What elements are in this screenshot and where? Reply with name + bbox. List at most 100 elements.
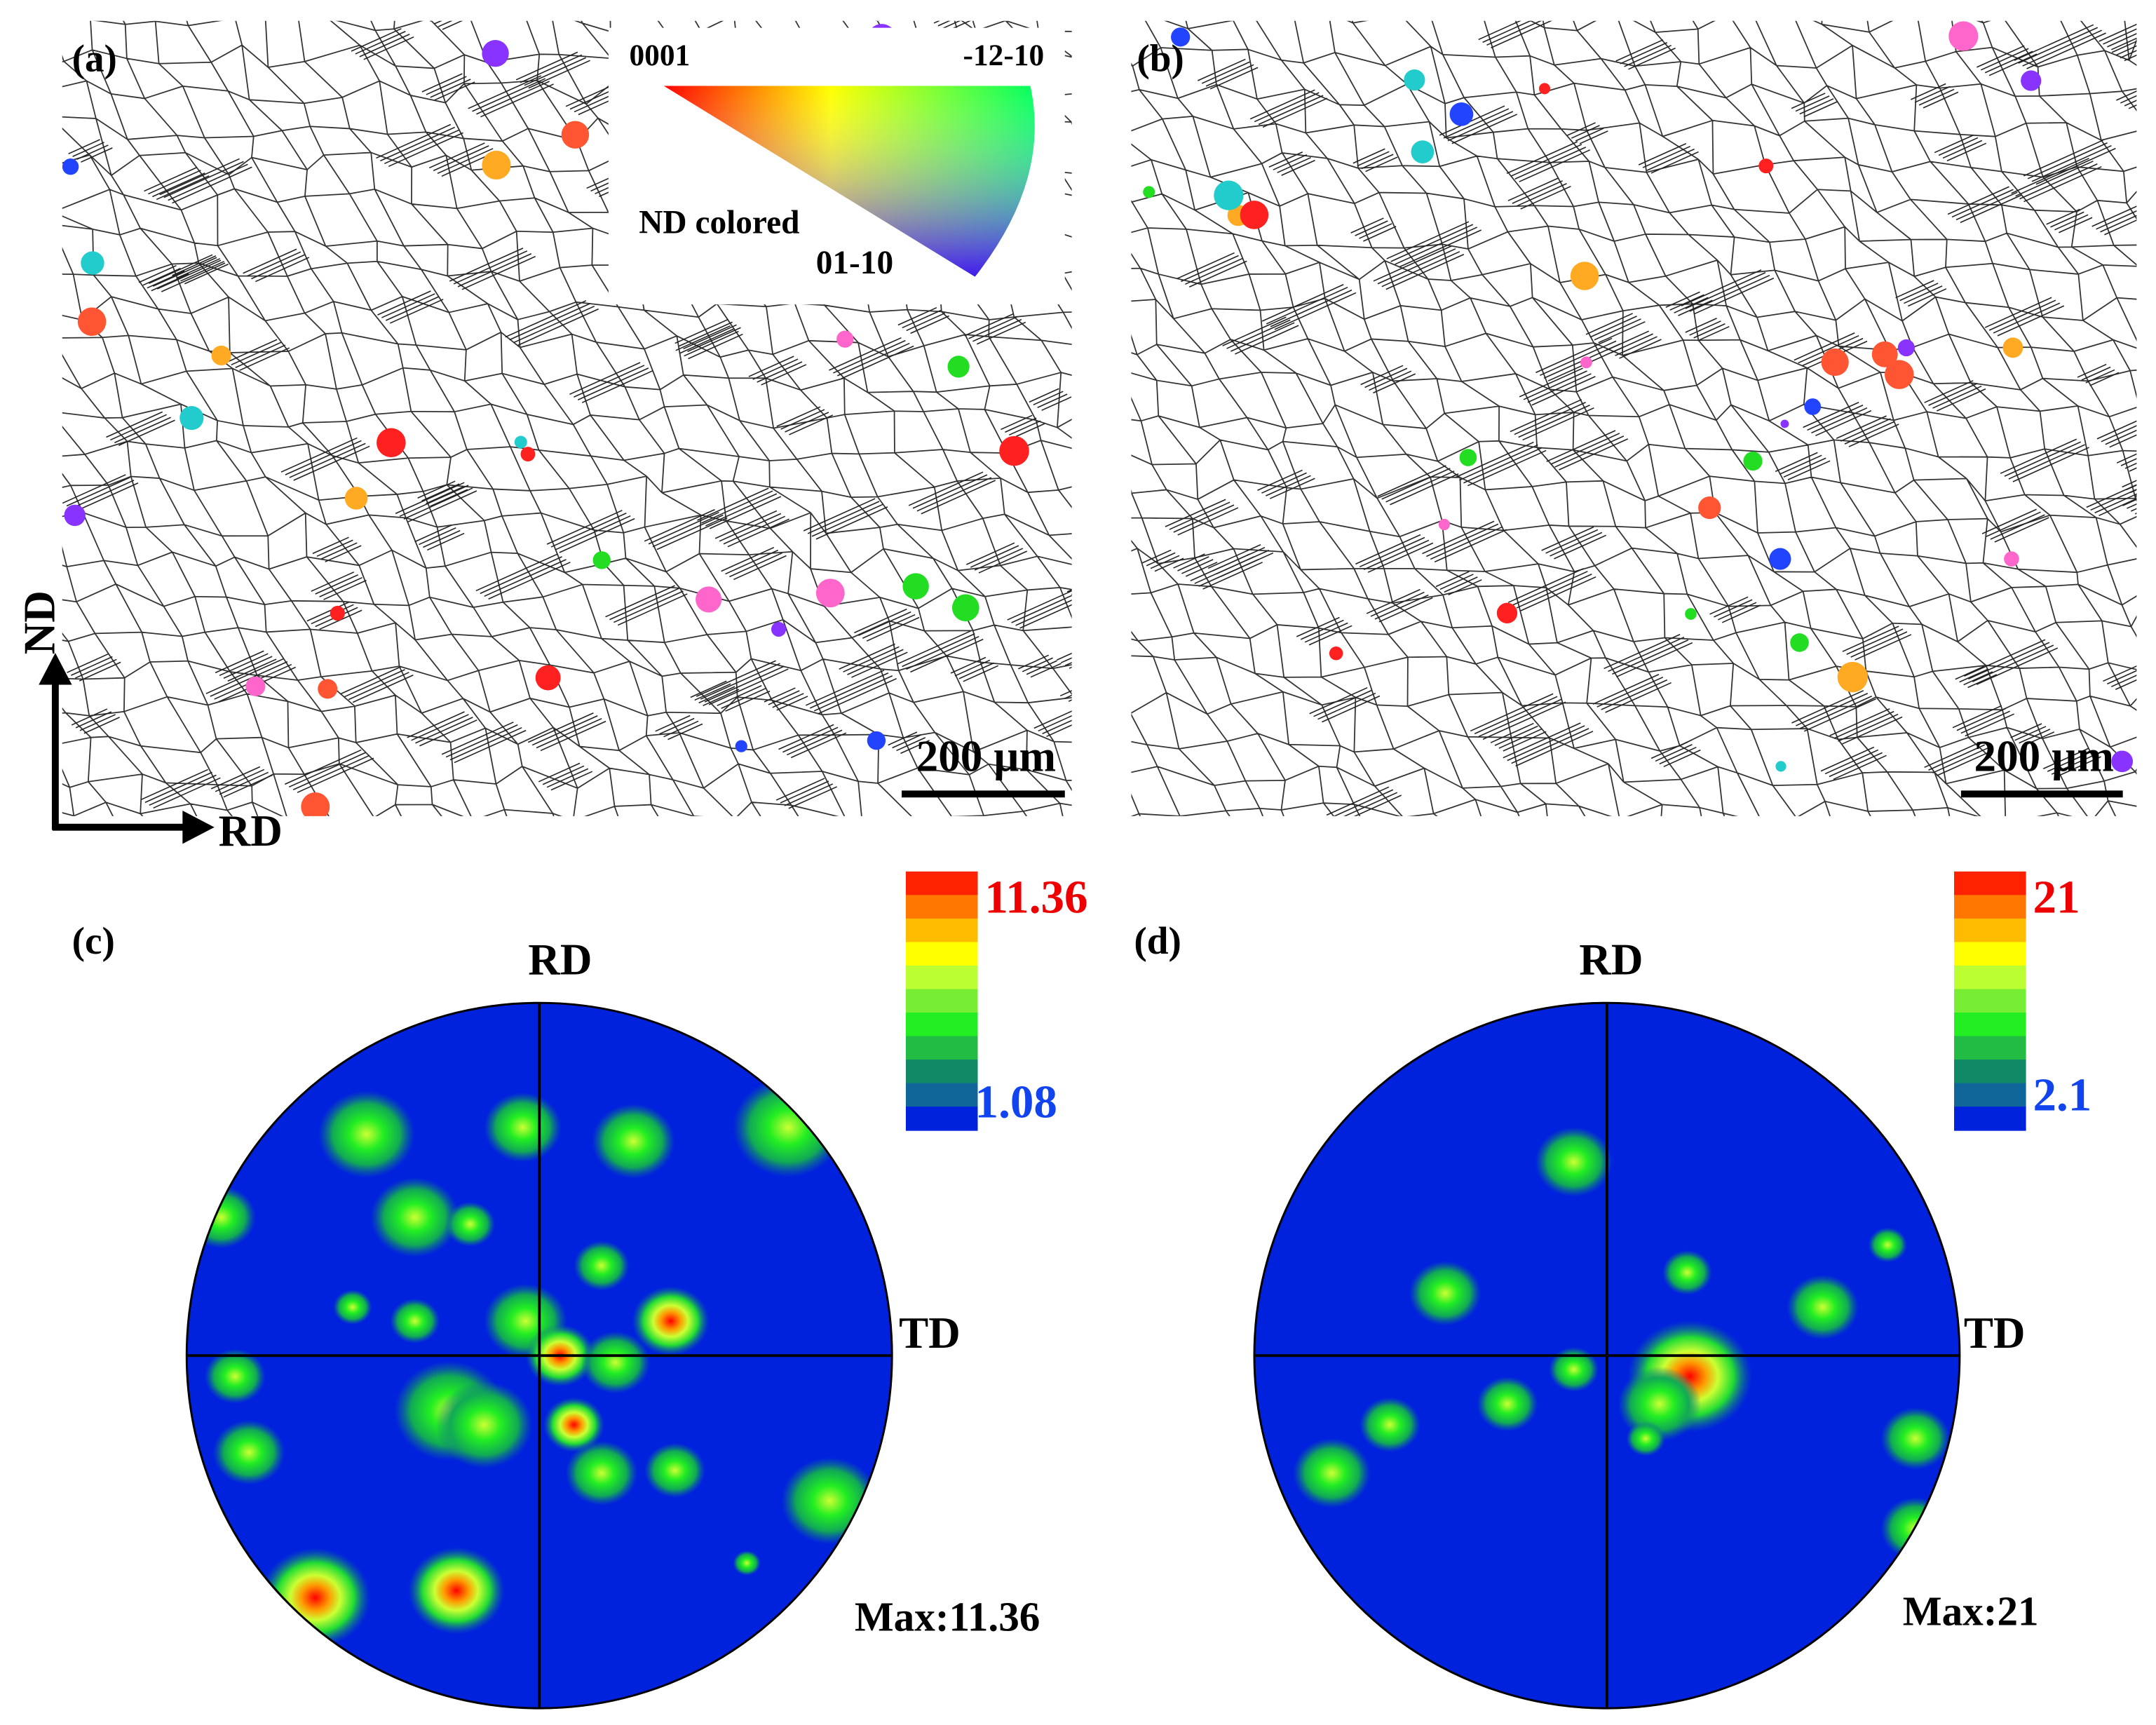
colored-grain bbox=[1897, 339, 1915, 357]
colored-grain bbox=[482, 150, 511, 180]
colored-grain bbox=[1538, 83, 1551, 95]
intensity-spot bbox=[781, 1457, 879, 1545]
intensity-spot bbox=[445, 1201, 496, 1247]
colorbar-step bbox=[1954, 1060, 2026, 1084]
colored-grain bbox=[1780, 419, 1789, 428]
colored-grain bbox=[330, 605, 345, 621]
colorbar-step bbox=[905, 895, 978, 919]
colored-grain bbox=[1449, 102, 1474, 126]
max-label: Max:21 bbox=[1903, 1588, 2039, 1635]
colored-grain bbox=[1948, 21, 1979, 51]
colorbar-step bbox=[905, 1107, 978, 1131]
colored-grain bbox=[1769, 548, 1791, 570]
scale-bar-label: 200 µm bbox=[1974, 732, 2114, 781]
pole-figure bbox=[185, 1001, 893, 1710]
colorbar bbox=[905, 871, 978, 1131]
colorbar-min: 2.1 bbox=[2033, 1069, 2091, 1121]
ipf-triangle-shade bbox=[663, 86, 1035, 277]
intensity-spot bbox=[390, 1298, 440, 1344]
colored-grain bbox=[344, 487, 368, 510]
intensity-spot bbox=[592, 1104, 675, 1179]
colored-grain bbox=[1438, 518, 1450, 531]
colored-grain bbox=[999, 435, 1029, 466]
colored-grain bbox=[771, 621, 787, 637]
intensity-spot bbox=[1535, 1127, 1613, 1197]
colored-grain bbox=[1804, 398, 1822, 415]
colored-grain bbox=[179, 406, 204, 431]
legend-label: 01-10 bbox=[816, 245, 893, 281]
colored-grain bbox=[696, 586, 722, 613]
twin-lamellae bbox=[1141, 20, 2137, 816]
colored-grain bbox=[377, 428, 406, 458]
direction-label: TD bbox=[899, 1308, 961, 1358]
colored-grain bbox=[2021, 70, 2042, 91]
colored-grain bbox=[514, 435, 527, 449]
colored-grain bbox=[1743, 451, 1763, 471]
intensity-spot bbox=[333, 1290, 372, 1325]
intensity-spot bbox=[1662, 1250, 1712, 1295]
intensity-spot bbox=[581, 1331, 651, 1394]
intensity-spot bbox=[407, 1547, 505, 1635]
intensity-spot bbox=[644, 1442, 705, 1498]
intensity-spot bbox=[187, 1186, 256, 1249]
colored-grain bbox=[1790, 633, 1809, 652]
colored-grain bbox=[902, 573, 929, 600]
intensity-spot bbox=[565, 1440, 638, 1506]
colored-grain bbox=[1698, 496, 1721, 520]
panel-label: (d) bbox=[1134, 919, 1181, 962]
colored-grain bbox=[318, 679, 338, 699]
colored-grain bbox=[836, 330, 854, 348]
colored-grain bbox=[81, 251, 104, 275]
intensity-spot bbox=[318, 1090, 415, 1178]
colored-grain bbox=[1496, 602, 1518, 624]
intensity-spot bbox=[1359, 1397, 1421, 1452]
colored-grain bbox=[482, 40, 509, 67]
colorbar-step bbox=[905, 1083, 978, 1108]
intensity-spot bbox=[1787, 1274, 1859, 1340]
intensity-spot bbox=[370, 1177, 459, 1257]
colored-grain bbox=[1404, 69, 1425, 91]
colored-grain bbox=[1758, 158, 1774, 174]
colored-grain bbox=[301, 792, 330, 816]
direction-label: RD bbox=[1579, 935, 1643, 984]
colorbar-step bbox=[1954, 965, 2026, 990]
colorbar-step bbox=[905, 1036, 978, 1061]
intensity-spot bbox=[484, 1092, 562, 1163]
colorbar-step bbox=[1954, 942, 2026, 966]
colored-grain bbox=[520, 447, 536, 461]
direction-label: TD bbox=[1964, 1308, 2026, 1358]
colorbar-step bbox=[905, 1013, 978, 1037]
colored-grain bbox=[1459, 449, 1477, 466]
intensity-spot bbox=[435, 1381, 533, 1468]
intensity-spot bbox=[1293, 1438, 1371, 1508]
colored-grain bbox=[2004, 551, 2019, 567]
colored-grain bbox=[867, 731, 886, 750]
colored-grain bbox=[1580, 356, 1592, 369]
colored-grain bbox=[1871, 341, 1898, 367]
colorbar-step bbox=[905, 942, 978, 966]
colored-grain bbox=[64, 504, 86, 527]
arrow-head bbox=[39, 653, 72, 685]
colorbar-step bbox=[1954, 989, 2026, 1013]
direction-label: RD bbox=[528, 935, 592, 984]
colored-grain bbox=[1171, 27, 1191, 47]
colorbar-step bbox=[905, 965, 978, 990]
intensity-spot bbox=[259, 1548, 371, 1648]
colorbar-step bbox=[905, 1060, 978, 1084]
axis-label: RD bbox=[219, 806, 283, 855]
colored-grain bbox=[211, 345, 231, 366]
intensity-spot bbox=[1409, 1261, 1482, 1326]
colored-grain bbox=[561, 121, 590, 149]
colored-grain bbox=[951, 594, 979, 622]
colored-grain bbox=[1143, 186, 1155, 198]
colored-grain bbox=[735, 740, 747, 752]
intensity-spot bbox=[733, 1550, 761, 1576]
grain-boundaries bbox=[1131, 20, 2137, 816]
colorbar-max: 21 bbox=[2033, 871, 2080, 924]
intensity-spot bbox=[632, 1286, 710, 1356]
intensity-spot bbox=[1880, 1407, 1951, 1470]
colorbar-step bbox=[1954, 1107, 2026, 1131]
colored-grain bbox=[947, 356, 970, 378]
intensity-spot bbox=[1477, 1376, 1538, 1432]
colored-grain bbox=[62, 158, 79, 175]
